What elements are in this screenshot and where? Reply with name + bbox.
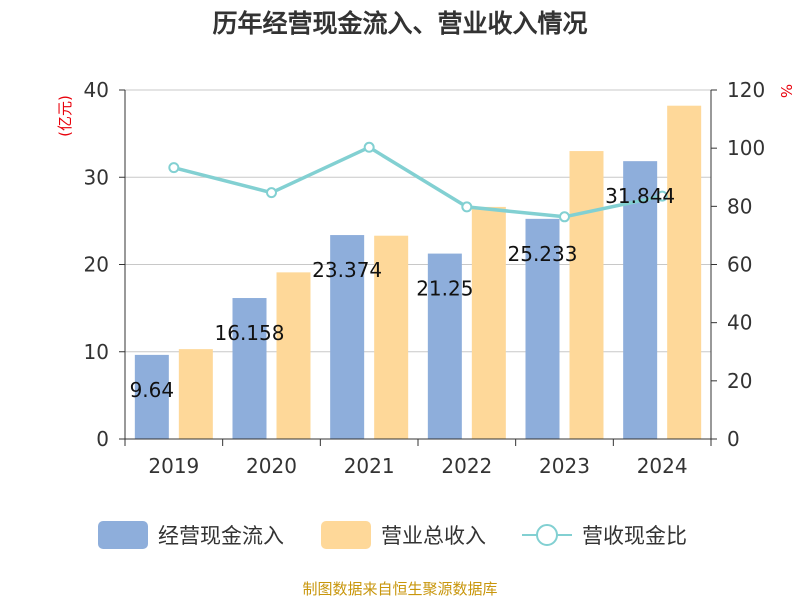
axes: 0 10 20 30 40 0 20 40 60 80 100 120 2019 2020 2021 2022… [84, 78, 766, 478]
ratio-line [168, 141, 668, 223]
right-tick-label: 40 [727, 311, 752, 335]
bar [330, 235, 365, 439]
left-tick-label: 0 [96, 427, 109, 451]
ratio-point [168, 162, 180, 174]
left-axis-unit: (亿元) [56, 95, 74, 137]
bar-data-label: 25.233 [508, 242, 578, 266]
bar [232, 298, 267, 439]
x-tick-label: 2024 [637, 454, 688, 478]
left-tick-label: 30 [84, 165, 109, 189]
right-tick-label: 120 [727, 78, 765, 102]
bar [525, 218, 560, 439]
right-tick-label: 0 [727, 427, 740, 451]
bar [427, 253, 462, 439]
x-tick-label: 2020 [246, 454, 297, 478]
x-tick-label: 2019 [148, 454, 199, 478]
bar-data-label: 9.64 [130, 378, 175, 402]
right-tick-label: 100 [727, 136, 765, 160]
right-tick-label: 20 [727, 369, 752, 393]
bar-data-label: 23.374 [312, 258, 382, 282]
x-tick-label: 2022 [441, 454, 492, 478]
left-tick-label: 20 [84, 253, 109, 277]
legend-label-cash-inflow: 经营现金流入 [158, 524, 284, 548]
bar [471, 206, 506, 439]
bar [374, 235, 409, 439]
left-tick-label: 40 [84, 78, 109, 102]
bar [667, 105, 702, 439]
legend-swatch-cash-inflow [98, 521, 148, 549]
x-tick-label: 2021 [344, 454, 395, 478]
data-labels: 9.64 16.158 23.374 21.25 25.233 31.844 [130, 184, 676, 402]
x-tick-label: 2023 [539, 454, 590, 478]
left-tick-label: 10 [84, 340, 109, 364]
bar-data-label: 16.158 [215, 321, 285, 345]
ratio-point [266, 187, 277, 199]
bar-data-label: 21.25 [416, 277, 473, 301]
ratio-point [461, 201, 473, 213]
bar [623, 161, 658, 439]
chart-title: 历年经营现金流入、营业收入情况 [212, 9, 587, 38]
bar [134, 354, 169, 439]
right-axis-unit: % [777, 84, 795, 98]
bar [276, 272, 311, 439]
right-tick-label: 60 [727, 253, 752, 277]
gridlines [125, 89, 711, 353]
legend-label-revenue: 营业总收入 [381, 524, 486, 548]
ratio-point [559, 211, 570, 223]
right-tick-label: 80 [727, 194, 752, 218]
ratio-line-path [173, 145, 663, 219]
ratio-point [656, 190, 668, 202]
source-note: 制图数据来自恒生聚源数据库 [302, 580, 497, 598]
legend-swatch-revenue [321, 521, 371, 549]
bar [569, 151, 604, 439]
bars [134, 105, 702, 439]
legend-swatch-ratio-marker [536, 524, 558, 546]
bar-data-label: 31.844 [605, 184, 675, 208]
ratio-point [363, 141, 375, 153]
legend: 经营现金流入 营业总收入 营收现金比 [98, 521, 687, 549]
bar [178, 349, 213, 439]
legend-label-ratio: 营收现金比 [582, 524, 687, 548]
